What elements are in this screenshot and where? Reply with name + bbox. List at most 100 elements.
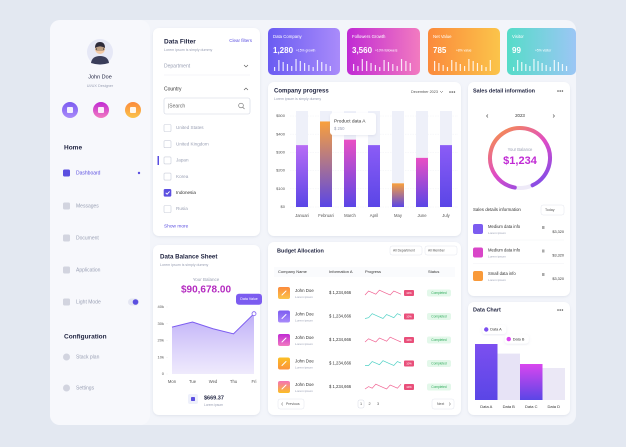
- x-tick-label: Thu: [230, 379, 238, 384]
- avatar-hair: [95, 42, 105, 48]
- x-tick-label: Data C: [525, 404, 538, 409]
- clear-link[interactable]: Clear filters: [229, 38, 253, 43]
- item-value: $3,320: [552, 230, 564, 234]
- stat-note: +5% visitor: [535, 48, 552, 52]
- dropdown[interactable]: Department: [164, 63, 191, 69]
- stat-value: 99: [512, 46, 521, 55]
- decor-bar: [451, 60, 453, 71]
- filter-dropdown[interactable]: [424, 245, 458, 256]
- bar: [320, 121, 332, 207]
- checkbox[interactable]: [163, 140, 172, 148]
- user-role: UI/UX Designer: [87, 84, 114, 88]
- sparkline: [365, 360, 402, 366]
- badge-text: 10%: [406, 291, 412, 295]
- chevron[interactable]: [486, 114, 489, 118]
- menu-item[interactable]: Application: [76, 267, 101, 273]
- decor-bar: [464, 66, 466, 71]
- checkbox[interactable]: [163, 156, 172, 165]
- decor-bar: [353, 64, 355, 71]
- decor-bar: [282, 62, 284, 71]
- page-number[interactable]: 2: [368, 402, 370, 406]
- search-box[interactable]: [163, 97, 251, 115]
- show-more[interactable]: Show more: [164, 223, 189, 229]
- row-icon-glyph: [281, 314, 287, 319]
- checkbox[interactable]: [163, 172, 172, 181]
- period-dropdown[interactable]: December 2023: [411, 90, 438, 94]
- decor-bar: [517, 60, 519, 71]
- item-lock: [542, 249, 545, 253]
- menu-icon: [63, 266, 70, 274]
- decor-bar: [442, 65, 444, 71]
- y-tick-label: $500: [276, 113, 286, 118]
- menu-item[interactable]: Settings: [76, 385, 95, 391]
- y-tick-label: $0: [281, 204, 286, 209]
- next-text[interactable]: Next: [437, 402, 444, 406]
- checkbox[interactable]: [163, 205, 172, 213]
- tooltip: [330, 113, 376, 135]
- checkbox[interactable]: [163, 124, 172, 132]
- menu-item[interactable]: Messages: [76, 203, 99, 209]
- prev-button[interactable]: [277, 398, 305, 410]
- menu-item[interactable]: Dashboard: [76, 170, 101, 176]
- next-button[interactable]: [431, 398, 455, 410]
- y-tick-label: 30k: [158, 321, 164, 326]
- menu-dot: [449, 91, 451, 93]
- x-tick-label: Data D: [548, 404, 561, 409]
- decor-bar: [312, 67, 314, 71]
- y-tick-label: $200: [276, 168, 286, 173]
- badge-text: 10%: [406, 361, 412, 365]
- decor-bar: [521, 62, 523, 71]
- decor-bar: [291, 66, 293, 71]
- decor-bar: [308, 65, 310, 71]
- chevron[interactable]: [552, 114, 555, 118]
- status-badge: [427, 336, 451, 344]
- tooltip-title: Product data A: [334, 118, 366, 124]
- decor-bar: [379, 67, 381, 71]
- card-subtitle: Lorem ipsum is simply dummy: [274, 97, 321, 101]
- stat-value: 785: [433, 46, 447, 55]
- stat-note: +8% value: [456, 48, 472, 52]
- filter-card: [153, 28, 260, 236]
- menu-item[interactable]: Light Mode: [76, 299, 101, 305]
- tooltip-value: $ 250: [334, 126, 345, 131]
- checkbox[interactable]: [163, 189, 172, 197]
- dropdown[interactable]: Country: [164, 86, 182, 92]
- page-active: [357, 399, 365, 409]
- row-badge: [404, 360, 414, 367]
- item-sub: Lorem ipsum: [488, 254, 506, 258]
- filter-dropdown[interactable]: [540, 204, 565, 216]
- tooltip: [482, 325, 507, 334]
- y-tick-label: $300: [276, 149, 286, 154]
- x-tick-label: April: [370, 213, 378, 218]
- x-tick-label: March: [344, 213, 356, 218]
- stat-title: Data Company: [273, 34, 303, 39]
- tooltip-dot: [506, 336, 511, 342]
- item-icon: [473, 271, 483, 281]
- row-amount: $ 1,234,666: [329, 290, 352, 295]
- row-sub: Lorem ipsum: [295, 389, 313, 393]
- balance-label: Your Balance: [508, 147, 533, 152]
- menu-item[interactable]: Stack plan: [76, 354, 100, 360]
- row-badge: [404, 337, 414, 343]
- search-input[interactable]: |Search: [168, 103, 185, 109]
- item-name: Medium data info: [488, 224, 521, 229]
- row-name: John Doe: [295, 312, 314, 317]
- x-tick-label: Mon: [168, 379, 177, 384]
- item-name: Small data info: [488, 271, 516, 276]
- page-number[interactable]: 3: [377, 402, 379, 406]
- card-title: Data Filter: [164, 39, 196, 46]
- item-icon: [473, 224, 483, 234]
- menu-dot: [559, 90, 561, 92]
- x-tick-label: May: [394, 213, 403, 218]
- bar: [497, 353, 520, 400]
- stat-card: [428, 28, 500, 75]
- filter-dropdown[interactable]: [389, 245, 423, 256]
- row-amount: $ 1,234,666: [329, 337, 352, 342]
- badge-text: 10%: [406, 338, 412, 342]
- prev-text[interactable]: Previous: [286, 402, 300, 406]
- card-title: Data Chart: [473, 307, 501, 313]
- checkbox-label: Korea: [176, 174, 189, 179]
- decor-bar: [383, 60, 385, 71]
- menu-item[interactable]: Document: [76, 235, 99, 241]
- page-number[interactable]: 1: [360, 402, 362, 406]
